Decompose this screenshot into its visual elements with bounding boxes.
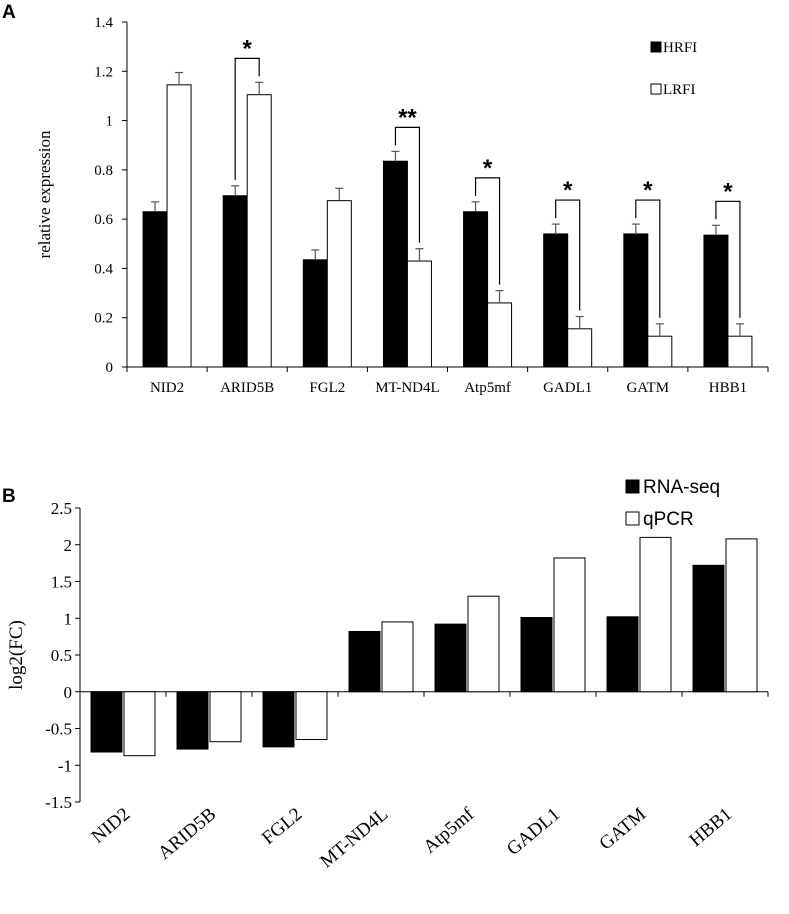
panel-a-x-tick-label: HBB1 [709,380,747,396]
panel-a-chart: 0 0.2 0.4 0.6 0.8 1 1.2 1.4 relative expression N… [35,15,769,396]
panel-a-x-tick-label: NID2 [150,380,184,396]
panel-b-y-tick-label: 2 [64,536,73,555]
panel-b-x-tick-label: HBB1 [686,804,737,851]
panel-a-x-tick-label: MT-ND4L [375,380,439,396]
panel-b-bar-rnaseq [434,623,467,693]
panel-a-y-axis-title: relative expression [35,130,54,258]
panel-b-x-tick-label: NID2 [88,804,135,848]
panel-a-significance-bracket [715,200,741,318]
panel-b-legend-swatch [625,511,640,526]
panel-a-x-tick-label: GADL1 [543,380,592,396]
panel-b-x-tick-label: Atp5mf [419,803,478,858]
panel-a-y-tick-label: 1.2 [94,64,113,80]
panel-b-legend-label: RNA-seq [643,477,720,498]
panel-a-y-tick-label: 1.4 [94,15,113,31]
panel-a-bar-hrfi [703,234,729,368]
panel-a-bar-lrfi [246,94,272,368]
panel-b-x-tick-label: MT-ND4L [316,804,392,873]
panel-a-significance-marker: ** [398,104,417,131]
panel-a-legend-swatch-hrfi [650,41,662,53]
panel-a-bar-hrfi [463,211,489,368]
panel-b-bar-rnaseq [262,691,295,748]
panel-a-significance-bracket [394,126,421,243]
panel-a-legend-swatch-lrfi [650,83,662,95]
panel-b-chart: -1.5 -1 -0.5 0 0.5 1 1.5 2 2.5 log2(FC) NID2 ARID5B… [6,477,769,873]
panel-a-bar-hrfi [543,233,569,368]
panel-b-bar-rnaseq [176,691,209,750]
panel-b-bar-rnaseq [606,616,639,693]
panel-a-bar-lrfi [166,84,192,368]
panel-a-significance-bracket [474,177,501,285]
panel-a-legend-label: HRFI [663,40,697,56]
panel-a-y-tick-label: 0 [106,360,114,376]
panel-b-y-tick-label: -1 [58,756,72,775]
panel-a-significance-marker: * [643,177,653,204]
panel-b-legend-label: qPCR [643,509,694,530]
panel-b-bar-rnaseq [348,630,381,693]
panel-a-label: A [2,2,16,23]
panel-a-bar-hrfi [142,211,168,368]
panel-a-y-tick-label: 0.4 [94,261,113,277]
panel-b-y-tick-label: 2.5 [51,499,72,518]
panel-b-bar-rnaseq [692,564,725,693]
panel-a-bar-hrfi [623,233,649,368]
panel-a-bar-lrfi [727,335,753,368]
panel-b-y-tick-label: 1 [64,609,73,628]
panel-a-x-tick-label: FGL2 [309,380,345,396]
panel-a-legend-label: LRFI [663,82,696,98]
panel-a-x-tick-label: Atp5mf [464,380,511,396]
panel-b-bar-qpcr [467,595,500,693]
panel-a-significance-marker: * [243,35,253,62]
panel-a-bar-lrfi [647,335,673,368]
panel-a-y-tick-label: 0.2 [94,311,113,327]
panel-b-y-tick-label: 1.5 [51,573,72,592]
panel-b-y-tick-label: 0 [64,683,73,702]
panel-b-bar-rnaseq [90,691,123,753]
panel-b-bar-qpcr [209,691,242,743]
panel-b-y-tick-label: 0.5 [51,646,72,665]
panel-a-significance-bracket [635,199,661,318]
panel-b-bar-rnaseq [520,617,553,693]
panel-a-significance-marker: * [483,155,493,182]
panel-b-bar-qpcr [553,557,586,693]
panel-a-bar-lrfi [487,302,513,368]
panel-b-x-tick-label: FGL2 [258,804,306,849]
panel-a-bar-lrfi [326,200,352,368]
panel-a-bar-hrfi [222,195,248,368]
panel-a-bar-hrfi [382,160,408,368]
panel-a-bar-hrfi [302,259,328,368]
panel-b-x-tick-label: ARID5B [154,804,220,864]
panel-b-x-tick-label: GADL1 [503,804,564,860]
panel-b-bar-qpcr [639,536,672,693]
panel-b-y-axis-title: log2(FC) [6,620,27,690]
panel-a-significance-bracket [234,57,260,180]
panel-a-y-tick-label: 0.8 [94,163,113,179]
panel-b-bar-qpcr [381,621,414,693]
panel-a-y-tick-label: 0.6 [94,212,113,228]
panel-b-bar-qpcr [295,691,328,741]
panel-a-y-tick-label: 1 [106,114,114,130]
panel-b-y-tick-label: -1.5 [45,793,72,812]
panel-b-y-tick-label: -0.5 [45,720,72,739]
panel-b-bar-qpcr [725,538,758,693]
panel-b-legend-swatch [625,479,640,494]
panel-a-bar-lrfi [567,328,593,368]
panel-a-significance-marker: * [563,177,573,204]
panel-b-x-tick-label: GATM [595,804,650,855]
panel-b-label: B [2,486,16,507]
panel-b-bar-qpcr [123,691,156,757]
panel-a-x-tick-label: ARID5B [220,380,274,396]
panel-a-significance-marker: * [723,178,733,205]
panel-a-bar-lrfi [406,260,432,368]
panel-a-x-tick-label: GATM [627,380,670,396]
panel-a-significance-bracket [555,199,581,311]
